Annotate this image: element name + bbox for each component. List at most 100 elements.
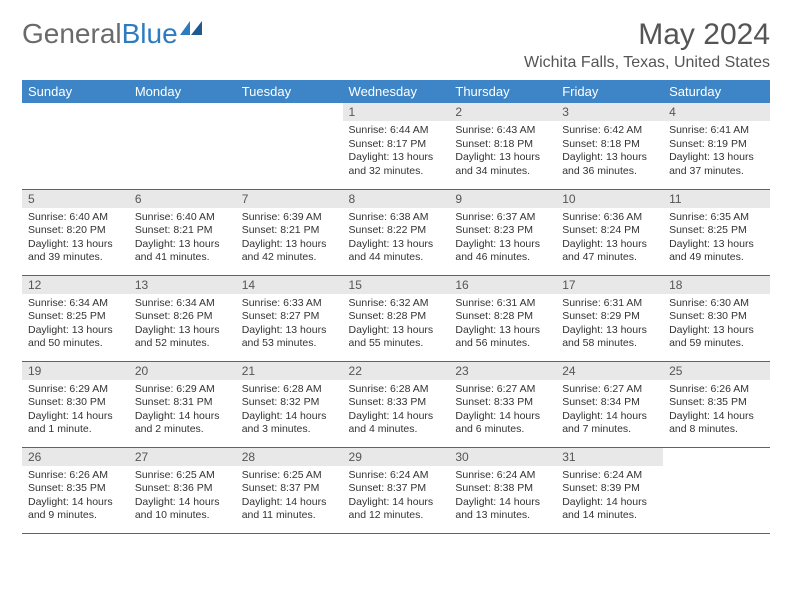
sunrise-text: Sunrise: 6:39 AM	[242, 211, 337, 225]
daylight-text: Daylight: 13 hours and 58 minutes.	[562, 324, 657, 351]
sunset-text: Sunset: 8:18 PM	[455, 138, 550, 152]
month-title: May 2024	[524, 18, 770, 52]
daylight-text: Daylight: 13 hours and 56 minutes.	[455, 324, 550, 351]
day-number: 21	[236, 362, 343, 380]
sunrise-text: Sunrise: 6:24 AM	[349, 469, 444, 483]
calendar-week-row: 26Sunrise: 6:26 AMSunset: 8:35 PMDayligh…	[22, 447, 770, 533]
sunset-text: Sunset: 8:33 PM	[349, 396, 444, 410]
day-number: 11	[663, 190, 770, 208]
day-number: 13	[129, 276, 236, 294]
sunrise-text: Sunrise: 6:37 AM	[455, 211, 550, 225]
sunrise-text: Sunrise: 6:25 AM	[135, 469, 230, 483]
cell-body: Sunrise: 6:27 AMSunset: 8:34 PMDaylight:…	[556, 383, 663, 438]
calendar-cell	[663, 447, 770, 533]
cell-body: Sunrise: 6:36 AMSunset: 8:24 PMDaylight:…	[556, 211, 663, 266]
calendar-cell: 7Sunrise: 6:39 AMSunset: 8:21 PMDaylight…	[236, 189, 343, 275]
calendar-cell	[22, 103, 129, 189]
calendar-cell: 10 Sunrise: 6:36 AMSunset: 8:24 PMDayligh…	[556, 189, 663, 275]
daylight-text: Daylight: 14 hours and 4 minutes.	[349, 410, 444, 437]
day-number: 31	[556, 448, 663, 466]
cell-body: Sunrise: 6:28 AMSunset: 8:33 PMDaylight:…	[343, 383, 450, 438]
calendar-week-row: 5Sunrise: 6:40 AMSunset: 8:20 PMDaylight…	[22, 189, 770, 275]
daylight-text: Daylight: 13 hours and 47 minutes.	[562, 238, 657, 265]
calendar-cell: 1Sunrise: 6:44 AMSunset: 8:17 PMDaylight…	[343, 103, 450, 189]
calendar-cell: 15Sunrise: 6:32 AMSunset: 8:28 PMDayligh…	[343, 275, 450, 361]
sunset-text: Sunset: 8:19 PM	[669, 138, 764, 152]
location-text: Wichita Falls, Texas, United States	[524, 54, 770, 72]
sunrise-text: Sunrise: 6:31 AM	[455, 297, 550, 311]
daylight-text: Daylight: 14 hours and 3 minutes.	[242, 410, 337, 437]
cell-body: Sunrise: 6:37 AMSunset: 8:23 PMDaylight:…	[449, 211, 556, 266]
calendar-cell: 2Sunrise: 6:43 AMSunset: 8:18 PMDaylight…	[449, 103, 556, 189]
day-number: 9	[449, 190, 556, 208]
day-number: 28	[236, 448, 343, 466]
day-number: 29	[343, 448, 450, 466]
sunset-text: Sunset: 8:37 PM	[242, 482, 337, 496]
sunrise-text: Sunrise: 6:26 AM	[28, 469, 123, 483]
sunset-text: Sunset: 8:36 PM	[135, 482, 230, 496]
sunrise-text: Sunrise: 6:30 AM	[669, 297, 764, 311]
cell-body: Sunrise: 6:31 AMSunset: 8:29 PMDaylight:…	[556, 297, 663, 352]
sunset-text: Sunset: 8:35 PM	[28, 482, 123, 496]
cell-body: Sunrise: 6:29 AMSunset: 8:30 PMDaylight:…	[22, 383, 129, 438]
cell-body: Sunrise: 6:34 AMSunset: 8:26 PMDaylight:…	[129, 297, 236, 352]
cell-body: Sunrise: 6:40 AMSunset: 8:21 PMDaylight:…	[129, 211, 236, 266]
cell-body: Sunrise: 6:26 AMSunset: 8:35 PMDaylight:…	[22, 469, 129, 524]
cell-body: Sunrise: 6:24 AMSunset: 8:37 PMDaylight:…	[343, 469, 450, 524]
day-number: 16	[449, 276, 556, 294]
daylight-text: Daylight: 13 hours and 52 minutes.	[135, 324, 230, 351]
calendar-cell: 6 Sunrise: 6:40 AMSunset: 8:21 PMDaylight…	[129, 189, 236, 275]
brand-part-1: General	[22, 18, 122, 50]
cell-body: Sunrise: 6:28 AMSunset: 8:32 PMDaylight:…	[236, 383, 343, 438]
daylight-text: Daylight: 14 hours and 14 minutes.	[562, 496, 657, 523]
sunset-text: Sunset: 8:28 PM	[349, 310, 444, 324]
calendar-cell: 18Sunrise: 6:30 AMSunset: 8:30 PMDayligh…	[663, 275, 770, 361]
day-number: 6	[129, 190, 236, 208]
sunset-text: Sunset: 8:20 PM	[28, 224, 123, 238]
day-number	[236, 103, 343, 121]
sunset-text: Sunset: 8:33 PM	[455, 396, 550, 410]
daylight-text: Daylight: 13 hours and 39 minutes.	[28, 238, 123, 265]
day-number: 20	[129, 362, 236, 380]
cell-body: Sunrise: 6:43 AMSunset: 8:18 PMDaylight:…	[449, 124, 556, 179]
day-number: 12	[22, 276, 129, 294]
cell-body: Sunrise: 6:27 AMSunset: 8:33 PMDaylight:…	[449, 383, 556, 438]
sunset-text: Sunset: 8:34 PM	[562, 396, 657, 410]
daylight-text: Daylight: 13 hours and 46 minutes.	[455, 238, 550, 265]
day-number: 19	[22, 362, 129, 380]
sunset-text: Sunset: 8:26 PM	[135, 310, 230, 324]
day-header: Monday	[129, 80, 236, 103]
calendar-cell: 26 Sunrise: 6:26 AMSunset: 8:35 PMDayligh…	[22, 447, 129, 533]
calendar-cell: 30Sunrise: 6:24 AMSunset: 8:38 PMDayligh…	[449, 447, 556, 533]
day-number: 27	[129, 448, 236, 466]
day-number: 10	[556, 190, 663, 208]
sunset-text: Sunset: 8:22 PM	[349, 224, 444, 238]
day-number	[22, 103, 129, 121]
day-number: 26	[22, 448, 129, 466]
daylight-text: Daylight: 14 hours and 10 minutes.	[135, 496, 230, 523]
sunrise-text: Sunrise: 6:38 AM	[349, 211, 444, 225]
daylight-text: Daylight: 13 hours and 34 minutes.	[455, 151, 550, 178]
calendar-cell: 31Sunrise: 6:24 AMSunset: 8:39 PMDayligh…	[556, 447, 663, 533]
daylight-text: Daylight: 14 hours and 6 minutes.	[455, 410, 550, 437]
cell-body: Sunrise: 6:32 AMSunset: 8:28 PMDaylight:…	[343, 297, 450, 352]
sunset-text: Sunset: 8:31 PM	[135, 396, 230, 410]
cell-body: Sunrise: 6:31 AMSunset: 8:28 PMDaylight:…	[449, 297, 556, 352]
cell-body: Sunrise: 6:41 AMSunset: 8:19 PMDaylight:…	[663, 124, 770, 179]
daylight-text: Daylight: 13 hours and 59 minutes.	[669, 324, 764, 351]
daylight-text: Daylight: 13 hours and 37 minutes.	[669, 151, 764, 178]
sunrise-text: Sunrise: 6:34 AM	[28, 297, 123, 311]
cell-body: Sunrise: 6:35 AMSunset: 8:25 PMDaylight:…	[663, 211, 770, 266]
sunset-text: Sunset: 8:24 PM	[562, 224, 657, 238]
sunset-text: Sunset: 8:18 PM	[562, 138, 657, 152]
daylight-text: Daylight: 13 hours and 41 minutes.	[135, 238, 230, 265]
daylight-text: Daylight: 14 hours and 7 minutes.	[562, 410, 657, 437]
sunset-text: Sunset: 8:35 PM	[669, 396, 764, 410]
sunrise-text: Sunrise: 6:29 AM	[135, 383, 230, 397]
sunrise-text: Sunrise: 6:35 AM	[669, 211, 764, 225]
sunrise-text: Sunrise: 6:40 AM	[135, 211, 230, 225]
sunrise-text: Sunrise: 6:33 AM	[242, 297, 337, 311]
sunrise-text: Sunrise: 6:32 AM	[349, 297, 444, 311]
sunrise-text: Sunrise: 6:28 AM	[242, 383, 337, 397]
day-header: Saturday	[663, 80, 770, 103]
